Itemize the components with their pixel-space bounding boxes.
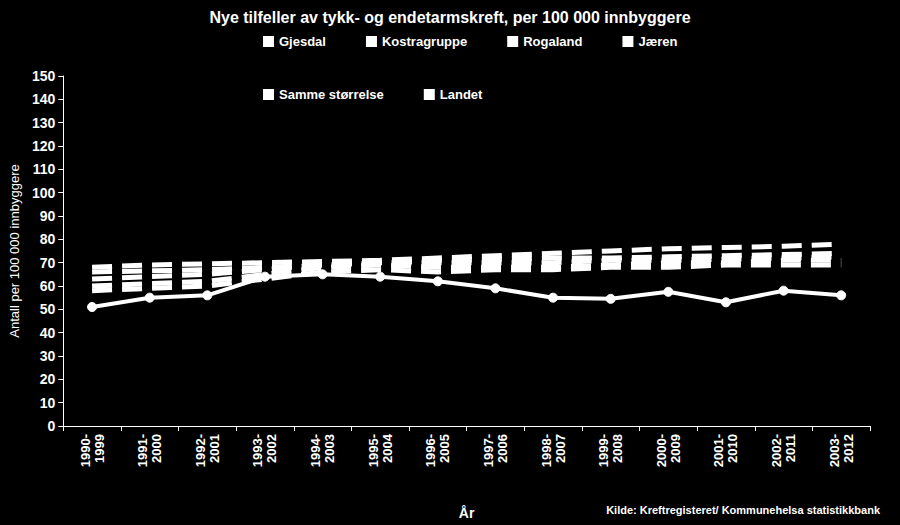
- svg-text:2000-: 2000-: [654, 434, 669, 467]
- svg-text:60: 60: [40, 278, 56, 294]
- svg-text:Gjesdal: Gjesdal: [279, 34, 326, 49]
- svg-text:70: 70: [40, 255, 56, 271]
- svg-text:År: År: [459, 505, 475, 521]
- svg-text:2004: 2004: [380, 433, 395, 463]
- svg-text:1999-: 1999-: [596, 434, 611, 467]
- svg-text:10: 10: [40, 395, 56, 411]
- svg-text:Kilde: Kreftregisteret/ Kommun: Kilde: Kreftregisteret/ Kommunehelsa sta…: [606, 504, 881, 516]
- svg-text:1994-: 1994-: [308, 434, 323, 467]
- svg-text:1997-: 1997-: [481, 434, 496, 467]
- svg-text:110: 110: [33, 161, 56, 177]
- svg-text:130: 130: [32, 115, 56, 131]
- svg-text:0: 0: [47, 418, 55, 434]
- svg-text:2010: 2010: [725, 434, 740, 463]
- svg-text:90: 90: [40, 208, 56, 224]
- svg-text:2007: 2007: [553, 434, 568, 463]
- svg-text:1999: 1999: [92, 434, 107, 463]
- svg-text:2002: 2002: [264, 434, 279, 463]
- svg-text:Landet: Landet: [440, 87, 483, 102]
- svg-text:2006: 2006: [495, 434, 510, 463]
- svg-text:2001: 2001: [207, 434, 222, 463]
- svg-text:140: 140: [32, 91, 56, 107]
- svg-text:Antall per 100 000 innbyggere: Antall per 100 000 innbyggere: [7, 164, 22, 337]
- svg-text:50: 50: [40, 301, 56, 317]
- svg-text:20: 20: [40, 371, 56, 387]
- svg-text:1995-: 1995-: [366, 434, 381, 467]
- svg-text:2000: 2000: [149, 434, 164, 463]
- svg-text:1993-: 1993-: [250, 434, 265, 467]
- svg-text:Samme størrelse: Samme størrelse: [279, 87, 384, 102]
- svg-text:1998-: 1998-: [539, 434, 554, 467]
- svg-text:2003: 2003: [322, 434, 337, 463]
- svg-text:1996-: 1996-: [423, 434, 438, 467]
- svg-text:2012: 2012: [841, 434, 856, 463]
- svg-text:2001-: 2001-: [711, 434, 726, 467]
- svg-text:Rogaland: Rogaland: [523, 34, 582, 49]
- svg-text:1992-: 1992-: [193, 434, 208, 467]
- svg-text:2003-: 2003-: [827, 434, 842, 467]
- svg-text:30: 30: [40, 348, 56, 364]
- svg-text:120: 120: [32, 138, 56, 154]
- svg-text:2009: 2009: [668, 434, 683, 463]
- svg-text:100: 100: [32, 185, 56, 201]
- svg-text:Jæren: Jæren: [638, 34, 677, 49]
- svg-text:2002-: 2002-: [769, 434, 784, 467]
- svg-text:Kostragruppe: Kostragruppe: [382, 34, 467, 49]
- svg-text:2008: 2008: [610, 434, 625, 463]
- svg-text:150: 150: [32, 68, 56, 84]
- svg-text:40: 40: [40, 325, 56, 341]
- svg-text:2005: 2005: [437, 434, 452, 463]
- svg-text:80: 80: [40, 231, 56, 247]
- svg-text:1990-: 1990-: [78, 434, 93, 467]
- svg-text:2011: 2011: [783, 434, 798, 462]
- svg-text:Nye tilfeller av tykk- og ende: Nye tilfeller av tykk- og endetarmskreft…: [209, 9, 690, 26]
- svg-text:1991-: 1991-: [135, 434, 150, 467]
